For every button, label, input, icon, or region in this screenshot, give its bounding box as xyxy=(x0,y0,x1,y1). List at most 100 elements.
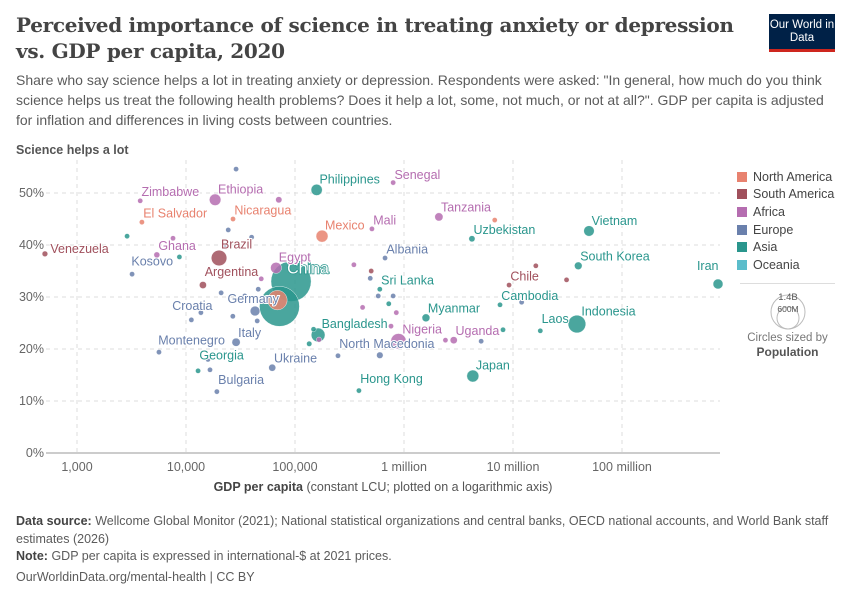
x-axis-title: GDP per capita (constant LCU; plotted on… xyxy=(0,480,766,494)
data-point-germany xyxy=(249,305,261,317)
x-tick-label: 10 million xyxy=(487,460,540,474)
data-point-ethiopia xyxy=(209,193,222,206)
x-tick-label: 100,000 xyxy=(272,460,317,474)
point-label: South Korea xyxy=(580,249,650,263)
x-axis-label: GDP per capita xyxy=(213,480,303,494)
owid-logo[interactable]: Our World in Data xyxy=(769,14,835,52)
data-point xyxy=(373,320,380,326)
data-point xyxy=(176,254,183,260)
point-label: Chile xyxy=(510,269,539,283)
point-label: Uzbekistan xyxy=(473,223,535,237)
legend-item-africa[interactable]: Africa xyxy=(737,203,834,221)
legend-item-south-america[interactable]: South America xyxy=(737,186,834,204)
legend-swatch xyxy=(737,259,747,270)
point-label: Montenegro xyxy=(158,334,225,348)
point-label: Ukraine xyxy=(274,352,317,366)
data-point-iran xyxy=(712,278,724,290)
data-point-sri-lanka xyxy=(377,286,383,293)
data-point-south-korea xyxy=(574,261,583,270)
legend-item-asia[interactable]: Asia xyxy=(737,238,834,256)
point-label: North Macedonia xyxy=(339,337,434,351)
data-point-cambodia xyxy=(497,301,503,308)
data-point-ghana xyxy=(153,251,161,259)
data-point-brazil xyxy=(211,249,228,267)
data-point xyxy=(375,293,382,299)
legend-swatch xyxy=(737,189,747,200)
data-point-mexico xyxy=(315,229,329,243)
data-point xyxy=(376,351,384,359)
data-point-italy xyxy=(231,337,241,347)
data-point-bulgaria xyxy=(214,388,220,395)
data-point xyxy=(442,337,449,343)
legend-swatch xyxy=(737,242,747,253)
note: Note: GDP per capita is expressed in int… xyxy=(16,547,836,565)
data-point xyxy=(367,275,374,282)
point-label: Zimbabwe xyxy=(141,185,199,199)
legend-item-north-america[interactable]: North America xyxy=(737,168,834,186)
data-source-text: Wellcome Global Monitor (2021); National… xyxy=(16,514,829,546)
data-point xyxy=(533,262,539,269)
point-label: Laos xyxy=(542,312,569,326)
continent-legend: North America South America Africa Europe As… xyxy=(737,168,834,274)
legend-label: Oceania xyxy=(753,257,800,272)
point-label: Italy xyxy=(238,326,262,340)
data-point xyxy=(478,338,484,345)
data-point xyxy=(390,293,396,299)
point-label: China xyxy=(287,260,329,277)
point-label: Croatia xyxy=(172,299,212,313)
data-point xyxy=(388,323,394,329)
data-point xyxy=(316,336,322,343)
data-point-chile xyxy=(506,282,512,288)
point-label: Georgia xyxy=(199,348,244,362)
x-axis-note: (constant LCU; plotted on a logarithmic … xyxy=(306,480,553,494)
y-tick-label: 50% xyxy=(19,186,44,200)
y-axis-label: Science helps a lot xyxy=(16,143,129,157)
data-point xyxy=(393,309,400,316)
legend-label: Africa xyxy=(753,204,785,219)
point-label: Myanmar xyxy=(428,301,480,315)
legend-divider xyxy=(740,283,835,284)
point-label: Tanzania xyxy=(441,200,491,214)
point-label: Venezuela xyxy=(50,242,108,256)
source-url[interactable]: OurWorldinData.org/mental-health | CC BY xyxy=(16,570,255,584)
data-point xyxy=(306,340,313,347)
point-label: Iran xyxy=(697,259,719,273)
x-tick-label: 1 million xyxy=(381,460,427,474)
point-label: Vietnam xyxy=(592,214,638,228)
data-point xyxy=(248,234,255,240)
data-point-albania xyxy=(382,255,388,261)
y-tick-label: 0% xyxy=(26,446,44,460)
data-point-mali xyxy=(369,226,375,232)
data-point xyxy=(170,235,176,242)
y-tick-label: 40% xyxy=(19,238,44,252)
data-point xyxy=(207,366,213,373)
size-variable[interactable]: Population xyxy=(756,345,819,359)
data-point-ukraine xyxy=(268,363,276,372)
point-label: Bulgaria xyxy=(218,373,264,387)
point-label: Ethiopia xyxy=(218,182,263,196)
data-point xyxy=(205,356,211,363)
legend-item-europe[interactable]: Europe xyxy=(737,221,834,239)
data-point-vietnam xyxy=(583,225,595,237)
point-label: Brazil xyxy=(221,237,252,251)
data-point-tanzania xyxy=(434,212,444,222)
data-point xyxy=(310,326,317,333)
point-label: Egypt xyxy=(279,251,311,265)
data-point xyxy=(368,268,374,274)
size-caption-text: Circles sized by xyxy=(747,332,828,344)
legend-label: North America xyxy=(753,169,833,184)
data-point-senegal xyxy=(390,179,396,186)
legend-label: Europe xyxy=(753,222,794,237)
data-point xyxy=(124,233,130,239)
data-point xyxy=(491,217,498,223)
data-point-japan xyxy=(466,369,480,383)
point-label: Kosovo xyxy=(131,255,173,269)
legend-label: Asia xyxy=(753,240,778,255)
data-point xyxy=(563,277,570,283)
data-point xyxy=(385,300,392,307)
data-point xyxy=(275,196,283,204)
legend-label: South America xyxy=(753,187,835,202)
legend-item-oceania[interactable]: Oceania xyxy=(737,256,834,274)
data-point xyxy=(518,299,525,306)
